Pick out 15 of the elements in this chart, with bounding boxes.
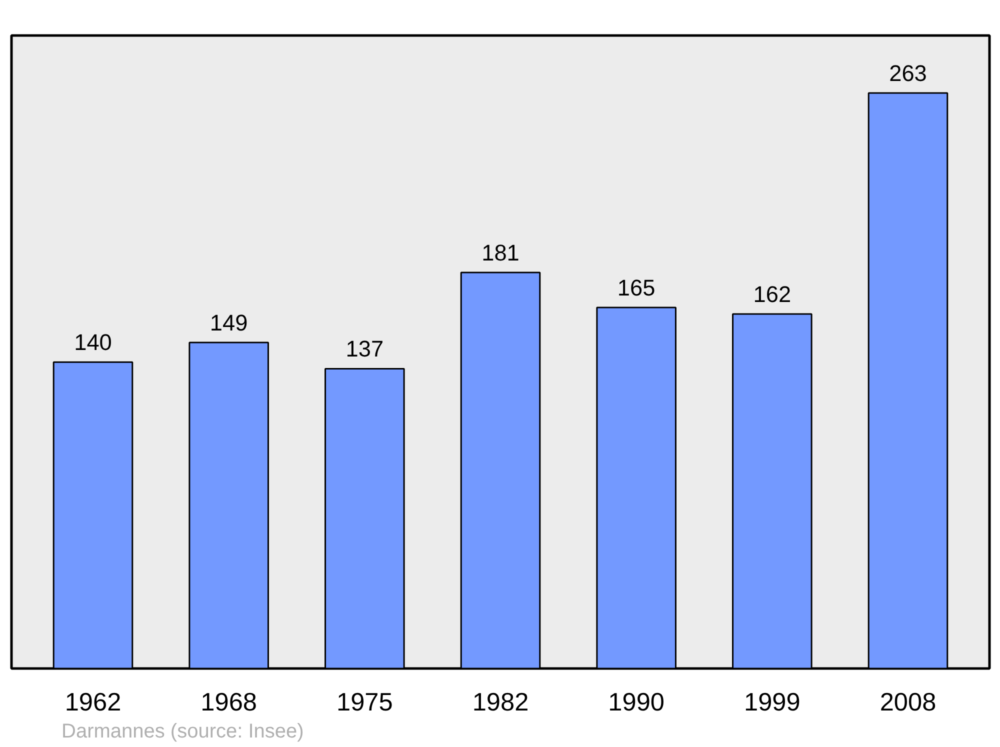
x-tick-label: 1962 <box>64 688 122 716</box>
data-label: 149 <box>210 309 248 336</box>
data-label: 263 <box>889 60 927 86</box>
x-tick-label: 1990 <box>608 688 665 716</box>
x-tick-label: 1975 <box>336 688 393 716</box>
data-label: 162 <box>753 281 792 308</box>
data-label: 181 <box>482 239 520 266</box>
text: Darmannes (source: Insee) <box>62 720 304 742</box>
data-label: 165 <box>617 274 656 300</box>
x-tick-label: 1968 <box>200 688 258 716</box>
x-tick-label: 2008 <box>880 688 936 716</box>
data-label: 140 <box>74 329 112 356</box>
data-label: 137 <box>346 336 384 362</box>
x-tick-label: 1999 <box>744 688 800 716</box>
x-tick-label: 1982 <box>472 688 529 716</box>
